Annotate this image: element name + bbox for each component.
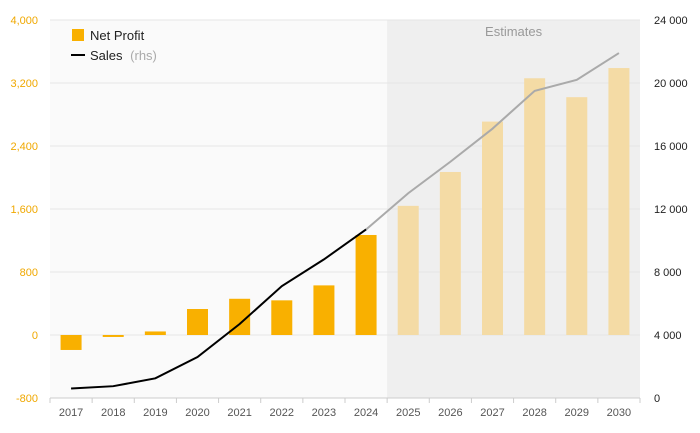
legend-sales-label: Sales (rhs) xyxy=(90,48,157,63)
legend: Net Profit Sales (rhs) xyxy=(71,28,157,63)
x-tick-label: 2025 xyxy=(396,407,420,419)
x-tick-label: 2027 xyxy=(480,407,504,419)
x-tick-label: 2023 xyxy=(312,407,336,419)
left-tick-label: 1,600 xyxy=(10,204,38,216)
sales-line-actual xyxy=(71,228,367,390)
net-profit-bars xyxy=(60,68,630,350)
net-profit-bar xyxy=(524,78,546,336)
net-profit-bar xyxy=(439,171,461,335)
x-tick-label: 2019 xyxy=(143,407,167,419)
left-tick-label: 2,400 xyxy=(10,141,38,153)
right-tick-label: 12 000 xyxy=(654,204,688,216)
legend-net-profit-label: Net Profit xyxy=(90,28,145,43)
net-profit-bar xyxy=(355,234,377,335)
estimates-label: Estimates xyxy=(485,24,543,39)
x-tick-label: 2024 xyxy=(354,407,378,419)
net-profit-bar xyxy=(566,97,588,335)
legend-net-profit-swatch xyxy=(72,29,84,41)
x-axis: 2017 2018 2019 2020 2021 2022 2023 2024 2025 2026… xyxy=(49,397,641,419)
left-tick-label: 800 xyxy=(20,267,38,279)
right-tick-label: 16 000 xyxy=(654,141,688,153)
x-tick-label: 2021 xyxy=(227,407,251,419)
right-axis: 0 4 000 8 000 12 000 16 000 20 000 24 000 xyxy=(654,15,688,405)
net-profit-bar xyxy=(187,309,208,335)
x-tick-label: 2017 xyxy=(59,407,83,419)
left-tick-label: -800 xyxy=(16,393,38,405)
net-profit-bar xyxy=(102,335,124,337)
x-tick-label: 2029 xyxy=(565,407,589,419)
net-profit-bar xyxy=(144,331,166,335)
net-profit-bar xyxy=(482,121,503,336)
legend-sales-suffix: (rhs) xyxy=(130,48,157,63)
right-tick-label: 24 000 xyxy=(654,15,688,27)
right-tick-label: 4 000 xyxy=(654,330,682,342)
x-tick-label: 2028 xyxy=(522,407,546,419)
left-tick-label: 0 xyxy=(32,330,38,342)
left-tick-label: 3,200 xyxy=(10,78,38,90)
left-tick-label: 4,000 xyxy=(10,15,38,27)
x-tick-label: 2030 xyxy=(607,407,631,419)
right-tick-label: 20 000 xyxy=(654,78,688,90)
sales-line xyxy=(71,52,620,390)
net-profit-bar xyxy=(397,205,419,335)
left-axis: -800 0 800 1,600 2,400 3,200 4,000 xyxy=(10,15,38,405)
right-tick-label: 0 xyxy=(654,393,660,405)
net-profit-bar xyxy=(313,285,335,335)
right-tick-label: 8 000 xyxy=(654,267,682,279)
net-profit-bar xyxy=(229,298,251,335)
net-profit-bar xyxy=(60,335,82,350)
legend-sales-name: Sales xyxy=(90,48,123,63)
x-tick-label: 2020 xyxy=(185,407,209,419)
sales-line-estimate xyxy=(365,52,620,231)
net-profit-bar xyxy=(608,68,630,335)
net-profit-bar xyxy=(271,300,293,335)
x-tick-label: 2026 xyxy=(438,407,462,419)
x-tick-label: 2018 xyxy=(101,407,125,419)
x-tick-label: 2022 xyxy=(270,407,294,419)
